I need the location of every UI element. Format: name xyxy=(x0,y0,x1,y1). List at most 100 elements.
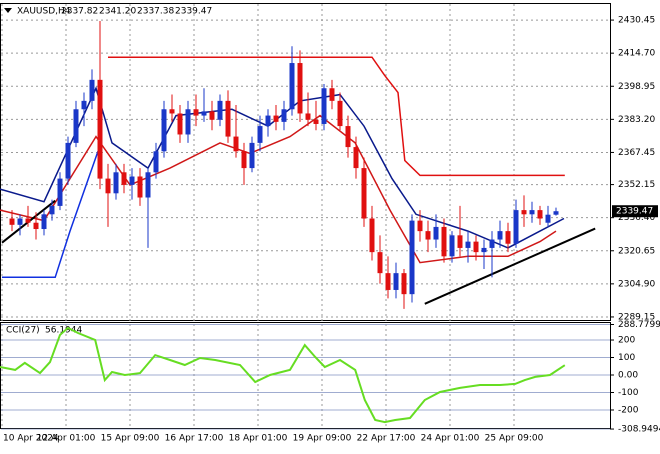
candle-body xyxy=(353,147,359,169)
open: 2337.82 xyxy=(61,7,98,17)
candle-body xyxy=(529,210,535,215)
candle-body xyxy=(185,109,191,135)
candle-body xyxy=(441,226,447,257)
candle-body xyxy=(17,218,23,225)
y-tick-label: 2304.90 xyxy=(618,279,655,289)
candle-body xyxy=(545,214,551,223)
candle-body xyxy=(201,111,207,116)
candle-body xyxy=(481,247,487,253)
candle-body xyxy=(449,235,455,257)
candle-body xyxy=(433,226,439,240)
cci-tick-label: 100 xyxy=(618,353,635,363)
candle-body xyxy=(385,273,391,290)
candle-body xyxy=(297,63,303,114)
y-tick-label: 2367.45 xyxy=(618,148,655,158)
cci-title: CCI(27) xyxy=(6,326,40,336)
candle-body xyxy=(465,241,471,248)
candle-body xyxy=(537,210,543,219)
candle-body xyxy=(409,220,415,295)
x-tick-label: 22 Apr 17:00 xyxy=(357,434,416,444)
indicator-line xyxy=(424,227,596,305)
candle-body xyxy=(161,109,167,152)
y-tick-label: 2414.70 xyxy=(618,49,655,59)
price-label: 2339.47 xyxy=(616,207,653,217)
candle-body xyxy=(113,172,119,194)
candle-body xyxy=(377,252,383,274)
low: 2337.38 xyxy=(137,7,174,17)
cci-tick-label: 200 xyxy=(618,336,635,346)
cci-tick-label: -308.9494 xyxy=(618,425,660,435)
candle-body xyxy=(49,205,55,215)
candle-body xyxy=(313,119,319,124)
close: 2339.47 xyxy=(175,7,212,17)
candle-body xyxy=(289,63,295,110)
cci-line xyxy=(0,326,566,424)
symbol: XAUUSD,H4 xyxy=(17,7,71,17)
x-tick-label: 15 Apr 09:00 xyxy=(101,434,160,444)
candle-body xyxy=(81,100,87,110)
candle-body xyxy=(337,100,343,127)
y-tick-label: 2383.20 xyxy=(618,115,655,125)
candle-body xyxy=(393,273,399,290)
x-tick-label: 24 Apr 01:00 xyxy=(421,434,480,444)
y-tick-label: 2320.65 xyxy=(618,246,655,256)
candle-body xyxy=(145,172,151,198)
candle-body xyxy=(497,231,503,240)
y-tick-label: 2430.45 xyxy=(618,16,655,26)
candle-body xyxy=(33,222,39,230)
candle-body xyxy=(513,210,519,244)
candle-body xyxy=(257,126,263,143)
cci-tick-label: 288.7799 xyxy=(618,320,660,330)
candle-body xyxy=(521,210,527,215)
cci-tick-label: -100 xyxy=(618,388,639,398)
candle-body xyxy=(97,79,103,179)
candle-body xyxy=(249,142,255,169)
indicator-line xyxy=(0,114,557,264)
candle-body xyxy=(473,241,479,253)
candle-body xyxy=(369,218,375,253)
price-box xyxy=(612,205,658,218)
candle-body xyxy=(137,176,143,198)
candle-body xyxy=(417,220,423,232)
candle-body xyxy=(321,88,327,124)
candle-body xyxy=(217,100,223,120)
candle-body xyxy=(489,239,495,248)
candle-body xyxy=(281,109,287,122)
x-tick-label: 10 Apr 2024 xyxy=(3,434,59,444)
candle-body xyxy=(305,113,311,120)
x-tick-label: 19 Apr 09:00 xyxy=(293,434,352,444)
candle-body xyxy=(401,273,407,295)
candle-body xyxy=(105,178,111,194)
candle-body xyxy=(73,109,79,143)
y-tick-label: 2336.40 xyxy=(618,213,655,223)
candle-body xyxy=(265,115,271,127)
candle-body xyxy=(65,142,71,179)
y-tick-label: 2398.95 xyxy=(618,82,655,92)
high: 2341.20 xyxy=(99,7,136,17)
candle-body xyxy=(169,109,175,114)
cci-tick-label: 0.00 xyxy=(618,371,638,381)
candle-body xyxy=(505,231,511,244)
main-frame xyxy=(0,3,611,321)
candle-body xyxy=(457,235,463,248)
candle-body xyxy=(193,109,199,116)
candle-body xyxy=(209,111,215,120)
cci-tick-label: -200 xyxy=(618,405,639,415)
candle-body xyxy=(329,88,335,101)
y-tick-label: 2289.15 xyxy=(618,312,655,322)
indicator-line xyxy=(108,56,565,177)
candle-body xyxy=(225,100,231,137)
x-tick-label: 18 Apr 01:00 xyxy=(229,434,288,444)
candle-body xyxy=(25,218,31,223)
x-tick-label: 16 Apr 17:00 xyxy=(165,434,224,444)
candle-body xyxy=(41,214,47,230)
candle-body xyxy=(233,136,239,152)
candle-body xyxy=(553,211,559,215)
candle-body xyxy=(273,115,279,122)
candle-body xyxy=(345,126,351,148)
y-tick-label: 2352.15 xyxy=(618,180,655,190)
candle-body xyxy=(57,178,63,206)
x-tick-label: 25 Apr 09:00 xyxy=(485,434,544,444)
candle-body xyxy=(129,176,135,185)
